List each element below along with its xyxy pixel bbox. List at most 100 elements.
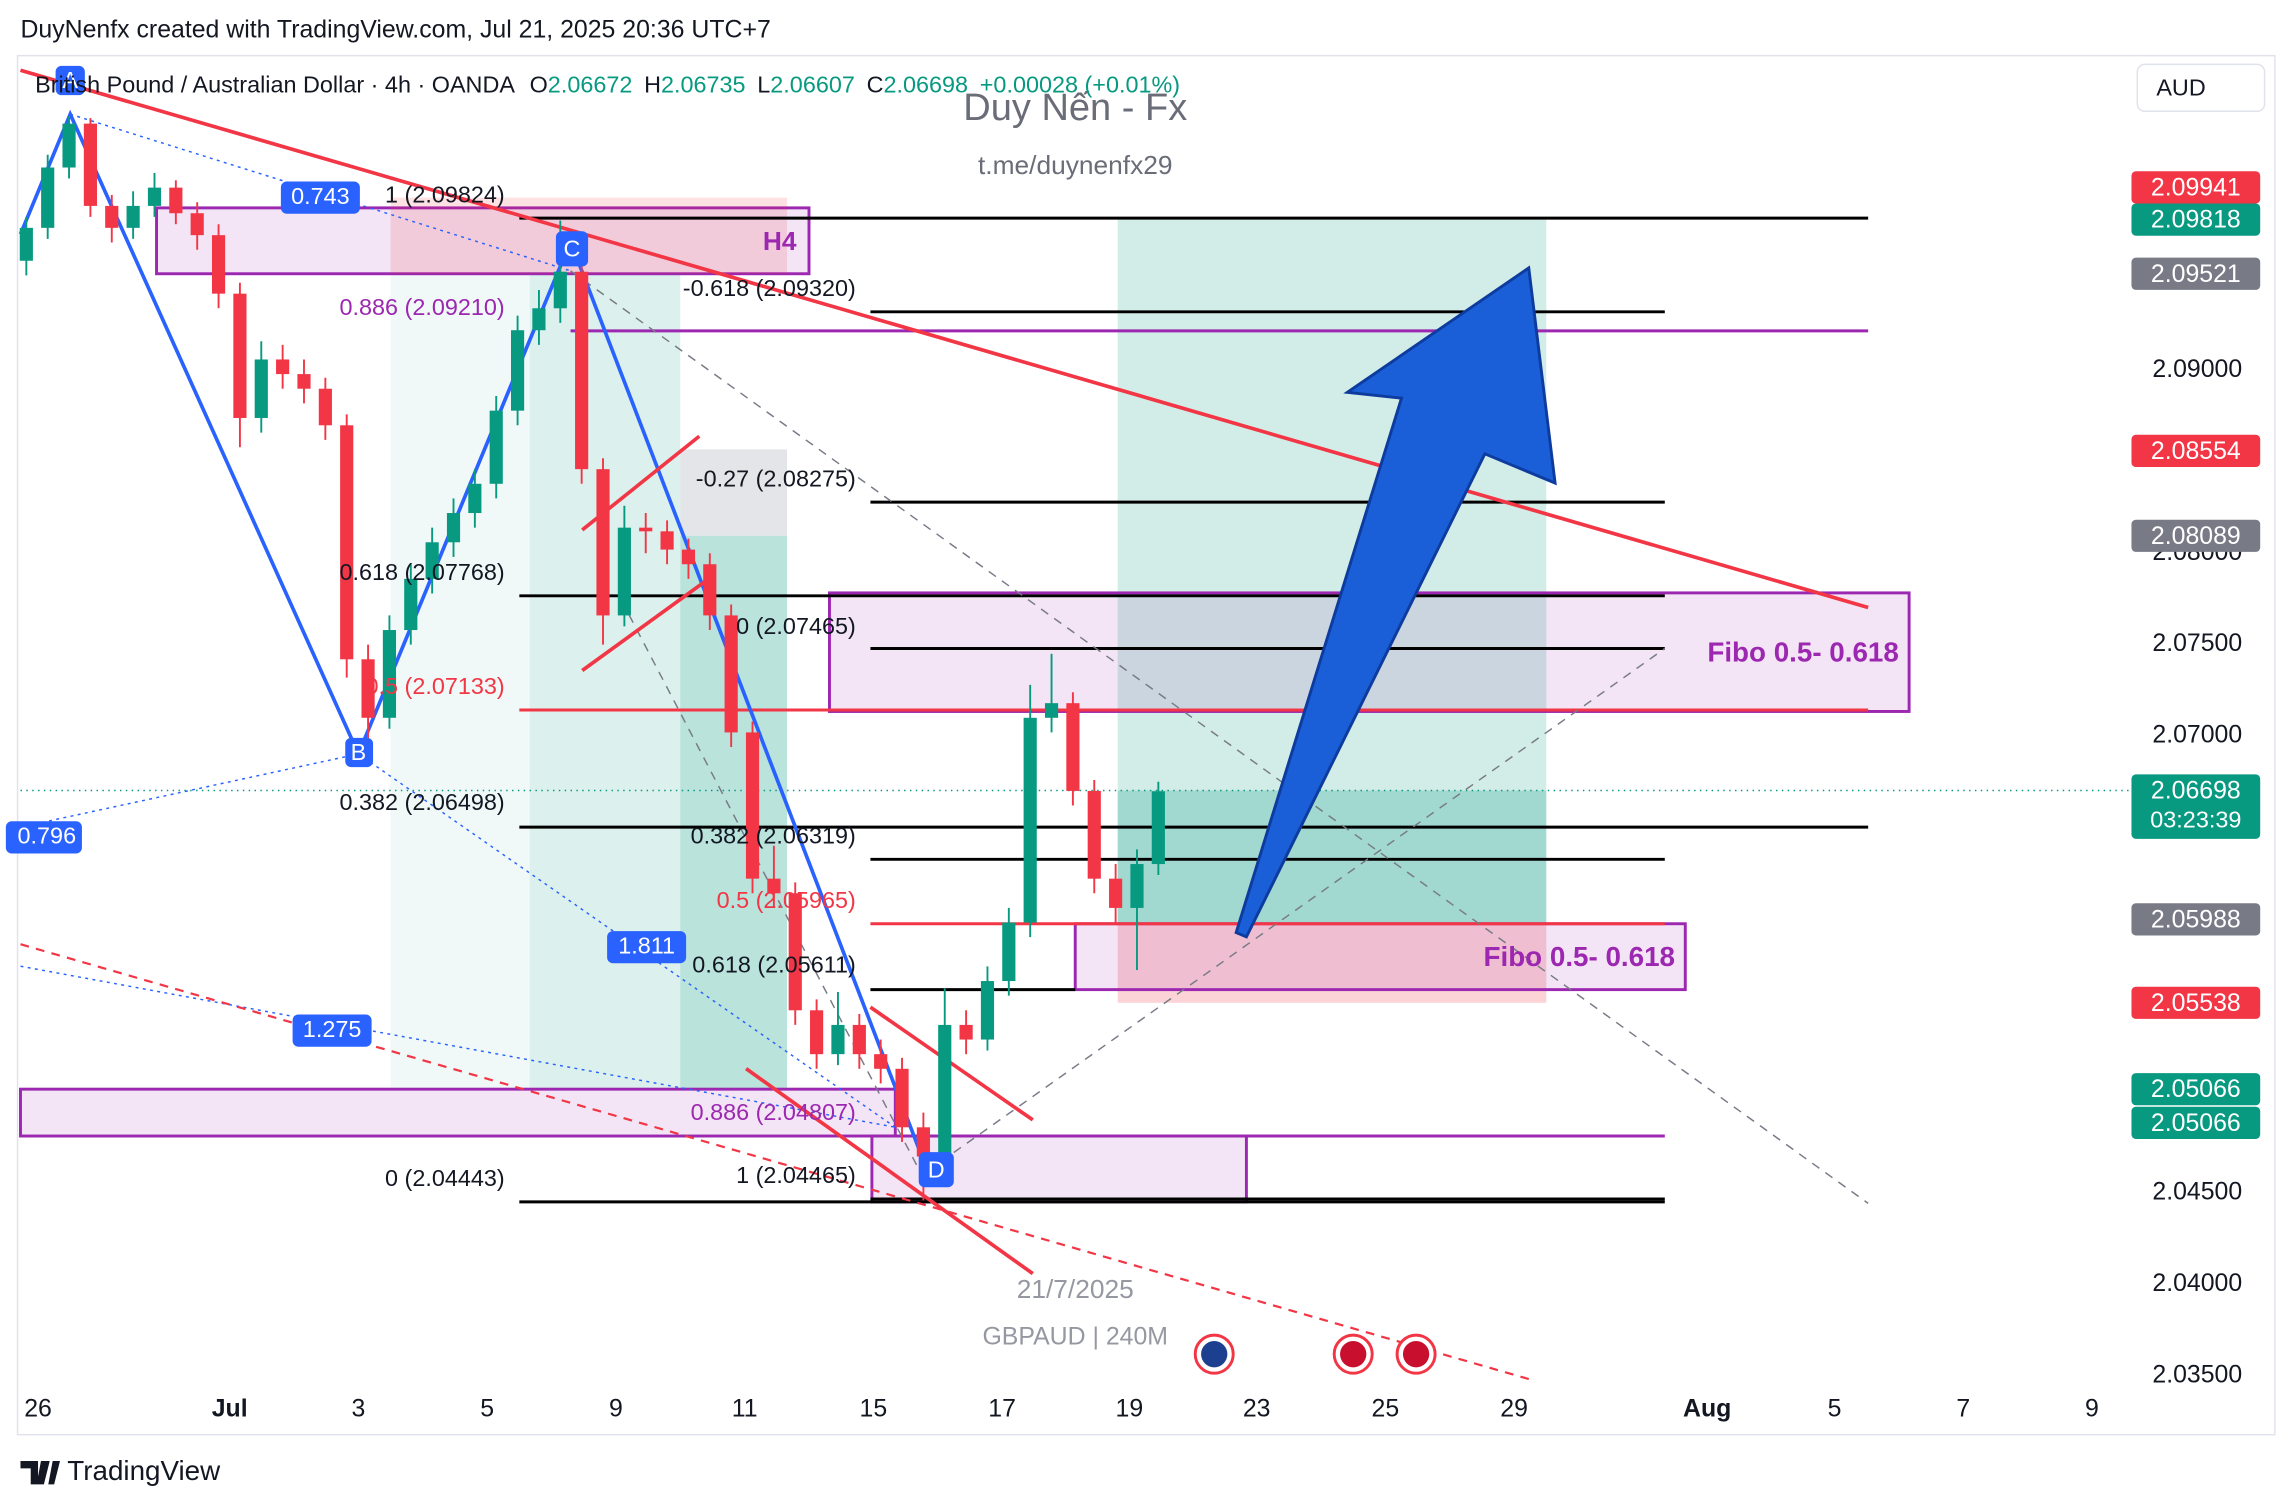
candle-body: [361, 659, 375, 718]
watermark-date: 21/7/2025: [1017, 1274, 1134, 1304]
flag: [1201, 1340, 1228, 1368]
y-tick-label: 2.09000: [2152, 355, 2242, 383]
x-tick-label: 26: [24, 1394, 52, 1422]
candle-body: [276, 359, 290, 375]
x-tick-label: 5: [1828, 1394, 1842, 1422]
candle-body: [1023, 717, 1037, 923]
fib-label: -0.27 (2.08275): [696, 465, 856, 491]
price-tag-label: 2.05066: [2151, 1109, 2241, 1137]
watermark-link: t.me/duynenfx29: [978, 150, 1173, 180]
currency[interactable]: AUD: [2156, 74, 2205, 100]
candle-body: [745, 732, 760, 879]
fib-label: 0.886 (2.09210): [339, 294, 504, 320]
y-tick-label: 2.07000: [2152, 721, 2242, 749]
candle-body: [575, 271, 589, 470]
point-tag: [918, 1152, 954, 1188]
price-tag: [2131, 903, 2261, 936]
fib-label: 1 (2.04465): [736, 1162, 856, 1188]
price-tag: [2131, 203, 2261, 236]
price-tag-label: 2.09818: [2151, 206, 2241, 234]
fib-label: 0.618 (2.05611): [692, 951, 855, 977]
candle-body: [874, 1054, 888, 1069]
candle-body: [1087, 790, 1101, 879]
candle-body: [318, 388, 332, 426]
candle-body: [404, 578, 418, 631]
watermark-symbol: GBPAUD | 240M: [982, 1323, 1168, 1351]
candle-body: [233, 293, 247, 418]
candle-body: [788, 893, 802, 1011]
ohlc-value: 2.06735: [661, 72, 746, 98]
candle-body: [340, 425, 354, 660]
x-tick-label: 17: [988, 1394, 1016, 1422]
candle-body: [382, 630, 397, 718]
candle-body: [19, 227, 33, 261]
point-label: D: [928, 1156, 945, 1182]
candle-body: [41, 167, 55, 228]
trendline: [19, 68, 1869, 610]
x-tick-label: 11: [732, 1394, 758, 1422]
countdown: 03:23:39: [2150, 806, 2241, 832]
candle-body: [1066, 703, 1080, 791]
candle-body: [959, 1024, 973, 1040]
candle-body: [1130, 864, 1144, 908]
price-tag: [2131, 434, 2261, 467]
candle-body: [767, 878, 781, 894]
fib-label: 0.618 (2.07768): [339, 559, 504, 585]
candle-body: [62, 123, 76, 168]
fib-label: 0.886 (2.04807): [691, 1099, 856, 1125]
currency-button[interactable]: [2136, 63, 2266, 112]
candle-body: [980, 981, 995, 1040]
candle-body: [254, 359, 268, 418]
fib-label: 1 (2.09824): [385, 181, 505, 207]
dotted-lines: [20, 113, 896, 1128]
candle-body: [938, 1024, 952, 1157]
x-tick-label: 23: [1243, 1394, 1271, 1422]
fib-label: 0 (2.07465): [736, 613, 856, 639]
ratio-tag: [292, 1014, 372, 1047]
zone: [680, 449, 788, 536]
fib-label: 0.5 (2.07133): [366, 673, 505, 699]
x-tick-label: 7: [1956, 1394, 1970, 1422]
candle-body: [425, 542, 439, 579]
ohlc-value: 2.06698: [883, 72, 968, 98]
price-tag-label: 2.08089: [2151, 522, 2241, 550]
price-tag: [2131, 986, 2261, 1019]
price-tag-label: 2.05538: [2151, 989, 2241, 1017]
price-tag: [2131, 519, 2261, 552]
symbol: British Pound / Australian Dollar · 4h ·…: [35, 72, 515, 98]
zone-label: Fibo 0.5- 0.618: [1707, 637, 1899, 668]
candle-body: [446, 513, 461, 543]
price-tag-label: 2.09941: [2151, 173, 2241, 201]
candle-body: [169, 187, 183, 214]
y-tick-label: 2.04500: [2152, 1178, 2242, 1206]
candle-body: [510, 330, 525, 411]
ohlc-change: +0.00028 (+0.01%): [980, 72, 1180, 98]
ratio-tag: [280, 181, 360, 214]
point-tag: [555, 231, 589, 267]
y-tick-label: 2.07500: [2152, 629, 2242, 657]
y-tick-label: 2.04000: [2152, 1269, 2242, 1297]
candle-body: [1002, 922, 1016, 982]
price-tag-label: 2.06698: [2151, 777, 2241, 805]
fib-label: 0.382 (2.06319): [691, 823, 856, 849]
candle-body: [147, 187, 162, 206]
event-flags: [1193, 1333, 1437, 1375]
ratio-tag: [607, 931, 687, 964]
point-label: A: [62, 67, 78, 93]
price-tag-label: 2.09521: [2151, 260, 2241, 288]
price-tag: [2131, 171, 2261, 204]
dashed-trend: [20, 943, 1530, 1381]
candle-body: [126, 205, 140, 228]
price-axis: 2.03500 2.04000 2.04500 2.07000 2.07500 2.080…: [2131, 171, 2261, 1388]
zone-label: H4: [763, 226, 797, 256]
candle-body: [681, 549, 696, 565]
point-tag: [55, 65, 85, 96]
x-tick-label: 5: [480, 1394, 494, 1422]
zone: [529, 273, 681, 1090]
flag: [1340, 1340, 1367, 1368]
y-tick-label: 2.03500: [2152, 1360, 2242, 1388]
candle-body: [1109, 878, 1123, 908]
candle-body: [660, 531, 674, 550]
ratio-label: 1.275: [303, 1016, 362, 1042]
candle-body: [1151, 791, 1165, 865]
